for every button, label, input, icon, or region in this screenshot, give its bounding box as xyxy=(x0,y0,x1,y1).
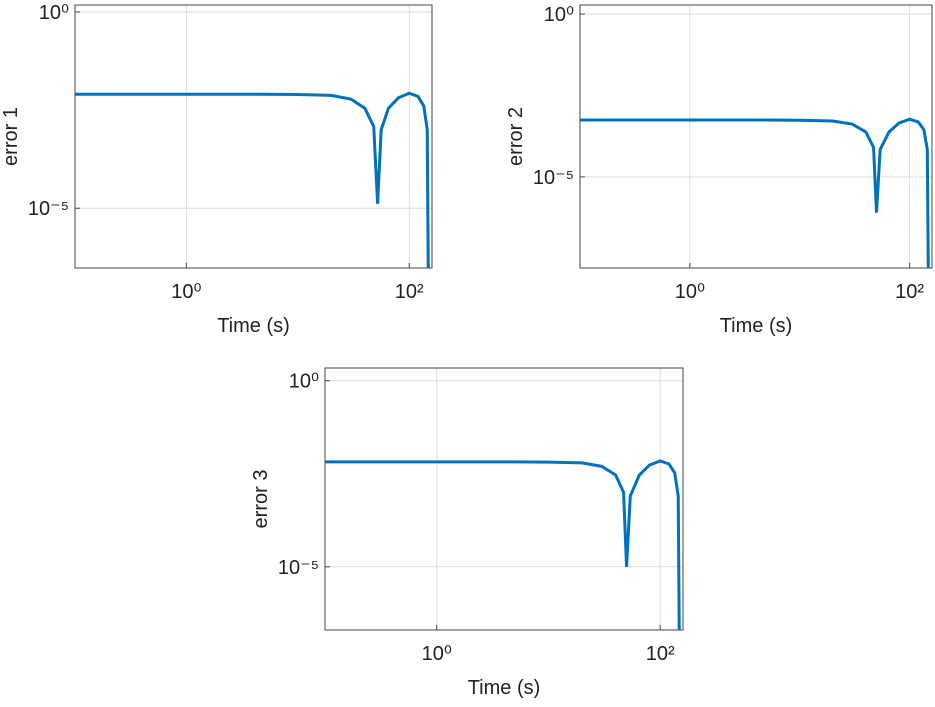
x-tick-label: 10⁰ xyxy=(171,281,201,303)
y-tick-label: 10⁰ xyxy=(39,2,69,24)
axes-box xyxy=(74,4,433,269)
data-line xyxy=(325,459,681,630)
plot-area xyxy=(580,5,932,268)
plot-area xyxy=(75,5,432,268)
y-tick-label: 10⁰ xyxy=(289,371,319,393)
x-axis-label: Time (s) xyxy=(468,677,541,699)
x-tick-label: 10² xyxy=(395,281,424,303)
y-axis-label: error 3 xyxy=(250,470,272,529)
y-tick-label: 10⁻⁵ xyxy=(278,557,319,579)
x-axis-label: Time (s) xyxy=(720,315,793,337)
y-tick-label: 10⁰ xyxy=(544,4,574,26)
x-axis-label: Time (s) xyxy=(217,315,290,337)
x-tick-label: 10² xyxy=(646,643,675,665)
data-line xyxy=(75,91,430,268)
axes-box xyxy=(579,4,933,269)
y-tick-label: 10⁻⁵ xyxy=(28,198,69,220)
axes-box xyxy=(324,367,684,631)
y-tick-label: 10⁻⁵ xyxy=(533,167,574,189)
x-tick-label: 10² xyxy=(895,281,924,303)
y-axis-label: error 1 xyxy=(0,107,22,166)
x-tick-label: 10⁰ xyxy=(675,281,705,303)
y-axis-label: error 2 xyxy=(505,107,527,166)
x-tick-label: 10⁰ xyxy=(422,643,452,665)
data-line xyxy=(580,117,930,268)
